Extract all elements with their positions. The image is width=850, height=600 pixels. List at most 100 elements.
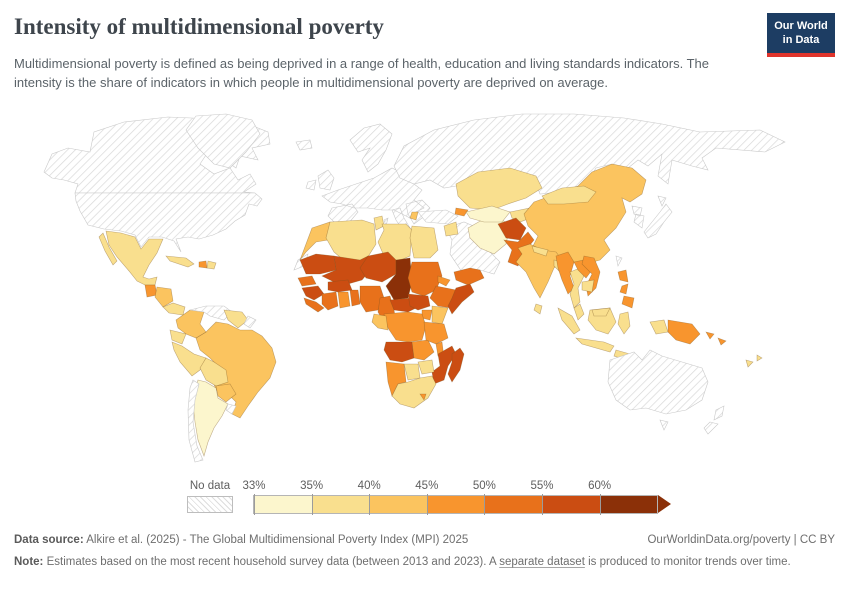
legend-tick-6 xyxy=(599,494,601,515)
country-paraguay[interactable] xyxy=(215,383,237,403)
country-cuba[interactable] xyxy=(165,255,195,268)
country-indonesia[interactable] xyxy=(557,307,669,361)
country-mauritania[interactable] xyxy=(299,253,337,275)
legend-tick-label-4: 50% xyxy=(472,480,496,492)
footer-note: Note: Estimates based on the most recent… xyxy=(14,554,794,571)
country-philippines[interactable] xyxy=(617,269,635,309)
country-turkey[interactable] xyxy=(417,209,459,225)
country-mongolia[interactable] xyxy=(541,185,597,205)
country-papua-new-guinea[interactable] xyxy=(667,319,701,345)
country-democratic-republic-of-congo[interactable] xyxy=(383,311,427,343)
note-dataset-link[interactable]: separate dataset xyxy=(499,556,585,568)
country-taiwan[interactable] xyxy=(615,255,623,267)
country-north-south-korea[interactable] xyxy=(631,205,645,229)
country-burkina-faso[interactable] xyxy=(327,279,353,293)
chart-subtitle: Multidimensional poverty is defined as b… xyxy=(14,56,709,90)
country-afghanistan[interactable] xyxy=(497,217,527,241)
country-french-guiana[interactable] xyxy=(243,315,257,329)
country-tunisia[interactable] xyxy=(373,215,385,231)
note-text-before: Estimates based on the most recent house… xyxy=(43,556,500,568)
chart-title: Intensity of multidimensional poverty xyxy=(14,14,384,39)
country-dominican-republic[interactable] xyxy=(206,260,217,270)
country-sri-lanka[interactable] xyxy=(533,303,543,315)
note-label: Note: xyxy=(14,556,44,568)
country-mexico[interactable] xyxy=(98,230,164,286)
legend-bin-2[interactable] xyxy=(369,496,427,513)
country-egypt[interactable] xyxy=(409,225,439,259)
country-somalia[interactable] xyxy=(447,283,475,315)
country-congo-gabon[interactable] xyxy=(371,313,389,331)
country-south-sudan[interactable] xyxy=(407,293,431,311)
country-ecuador[interactable] xyxy=(169,329,187,345)
country-costa-rica-panama[interactable] xyxy=(162,302,186,316)
country-guinea[interactable] xyxy=(301,285,325,301)
country-solomon-islands[interactable] xyxy=(705,331,727,346)
country-madagascar[interactable] xyxy=(447,347,465,383)
country-angola[interactable] xyxy=(383,341,415,363)
country-guyana-suriname[interactable] xyxy=(223,309,249,329)
legend-tick-label-3: 45% xyxy=(415,480,439,492)
country-nepal[interactable] xyxy=(531,245,549,257)
legend-bin-0[interactable] xyxy=(254,496,312,513)
country-niger[interactable] xyxy=(359,251,397,283)
footer-source-row: Data source: Alkire et al. (2025) - The … xyxy=(14,534,835,546)
country-kazakhstan[interactable] xyxy=(455,167,543,211)
country-peru[interactable] xyxy=(171,341,207,377)
legend-bin-3[interactable] xyxy=(426,496,485,513)
country-united-states[interactable] xyxy=(74,192,263,253)
country-new-zealand[interactable] xyxy=(703,405,725,435)
country-syria[interactable] xyxy=(443,221,459,237)
country-sudan[interactable] xyxy=(407,261,443,297)
legend-bin-5[interactable] xyxy=(541,496,600,513)
legend-bar: 33% 35% 40% 45% 50% 55% 60% xyxy=(242,480,684,516)
legend-bin-4[interactable] xyxy=(484,496,542,513)
country-malaysia[interactable] xyxy=(573,303,611,321)
country-turkmenistan-uzbekistan[interactable] xyxy=(465,205,511,223)
country-lesotho[interactable] xyxy=(419,393,427,401)
country-haiti[interactable] xyxy=(198,260,208,269)
country-cambodia[interactable] xyxy=(581,279,595,293)
country-nigeria[interactable] xyxy=(359,285,385,313)
legend-tick-label-2: 40% xyxy=(357,480,381,492)
country-tanzania[interactable] xyxy=(423,321,449,345)
country-greenland[interactable] xyxy=(185,113,261,169)
country-bolivia[interactable] xyxy=(199,357,229,387)
owid-logo-line1: Our World xyxy=(774,19,828,32)
country-kenya[interactable] xyxy=(431,305,449,325)
country-albania[interactable] xyxy=(409,211,419,221)
country-eritrea[interactable] xyxy=(437,275,451,287)
country-cote-d-ivoire[interactable] xyxy=(321,291,339,311)
legend-tick-label-1: 35% xyxy=(300,480,324,492)
country-mozambique[interactable] xyxy=(431,345,457,385)
legend-arrow xyxy=(658,495,672,513)
country-ghana[interactable] xyxy=(337,291,351,309)
country-mali[interactable] xyxy=(321,255,373,285)
country-zimbabwe[interactable] xyxy=(417,359,435,375)
country-yemen[interactable] xyxy=(453,267,485,286)
country-south-africa[interactable] xyxy=(391,375,437,409)
attribution-link[interactable]: OurWorldinData.org/poverty xyxy=(647,534,791,546)
country-chile[interactable] xyxy=(187,379,204,463)
country-uruguay[interactable] xyxy=(225,403,237,415)
country-japan[interactable] xyxy=(643,195,673,239)
country-togo-benin[interactable] xyxy=(349,289,361,307)
attribution-license: CC BY xyxy=(799,534,835,546)
legend-bin-1[interactable] xyxy=(311,496,370,513)
legend-tick-4 xyxy=(484,494,486,515)
legend-color-bar xyxy=(252,495,659,514)
legend-tick-label-6: 60% xyxy=(588,480,612,492)
note-text-after: is produced to monitor trends over time. xyxy=(584,556,791,568)
legend-tick-2 xyxy=(369,494,371,515)
country-armenia-azerbaijan[interactable] xyxy=(454,207,469,217)
legend-bin-6[interactable] xyxy=(599,496,658,513)
legend-no-data-swatch[interactable] xyxy=(187,496,233,513)
country-sierra-leone-liberia[interactable] xyxy=(303,297,325,313)
country-senegal[interactable] xyxy=(297,275,317,287)
country-botswana[interactable] xyxy=(403,363,421,381)
country-australia[interactable] xyxy=(607,349,709,431)
country-honduras-nicaragua[interactable] xyxy=(154,286,174,308)
country-zambia[interactable] xyxy=(411,339,435,361)
attribution-separator: | xyxy=(790,534,800,546)
country-fiji[interactable] xyxy=(745,354,763,368)
